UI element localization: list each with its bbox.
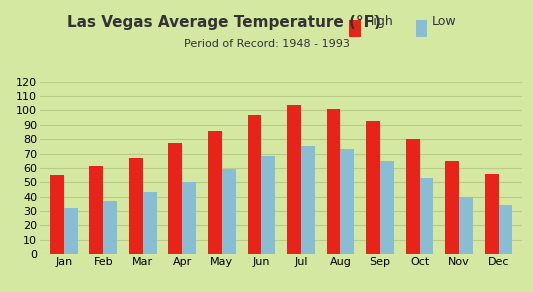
Text: Las Vegas Average Temperature (°F): Las Vegas Average Temperature (°F) — [67, 15, 381, 29]
Bar — [366, 121, 380, 254]
Bar — [301, 146, 315, 254]
Bar — [129, 158, 143, 254]
Bar — [64, 208, 77, 254]
Bar — [406, 139, 419, 254]
Bar — [459, 197, 473, 254]
Text: High: High — [365, 15, 394, 28]
Text: Period of Record: 1948 - 1993: Period of Record: 1948 - 1993 — [183, 39, 350, 49]
Bar — [182, 182, 196, 254]
Bar — [50, 175, 64, 254]
Bar — [498, 205, 512, 254]
Bar — [419, 178, 433, 254]
Bar — [327, 109, 341, 254]
Bar — [380, 161, 394, 254]
Bar — [103, 201, 117, 254]
Bar — [143, 192, 157, 254]
Text: Low: Low — [432, 15, 456, 28]
Bar — [90, 166, 103, 254]
Bar — [287, 105, 301, 254]
Bar — [445, 161, 459, 254]
Bar — [247, 115, 261, 254]
Bar — [168, 143, 182, 254]
Bar — [485, 174, 498, 254]
Bar — [261, 157, 275, 254]
Bar — [341, 149, 354, 254]
Bar — [222, 169, 236, 254]
Bar — [208, 131, 222, 254]
